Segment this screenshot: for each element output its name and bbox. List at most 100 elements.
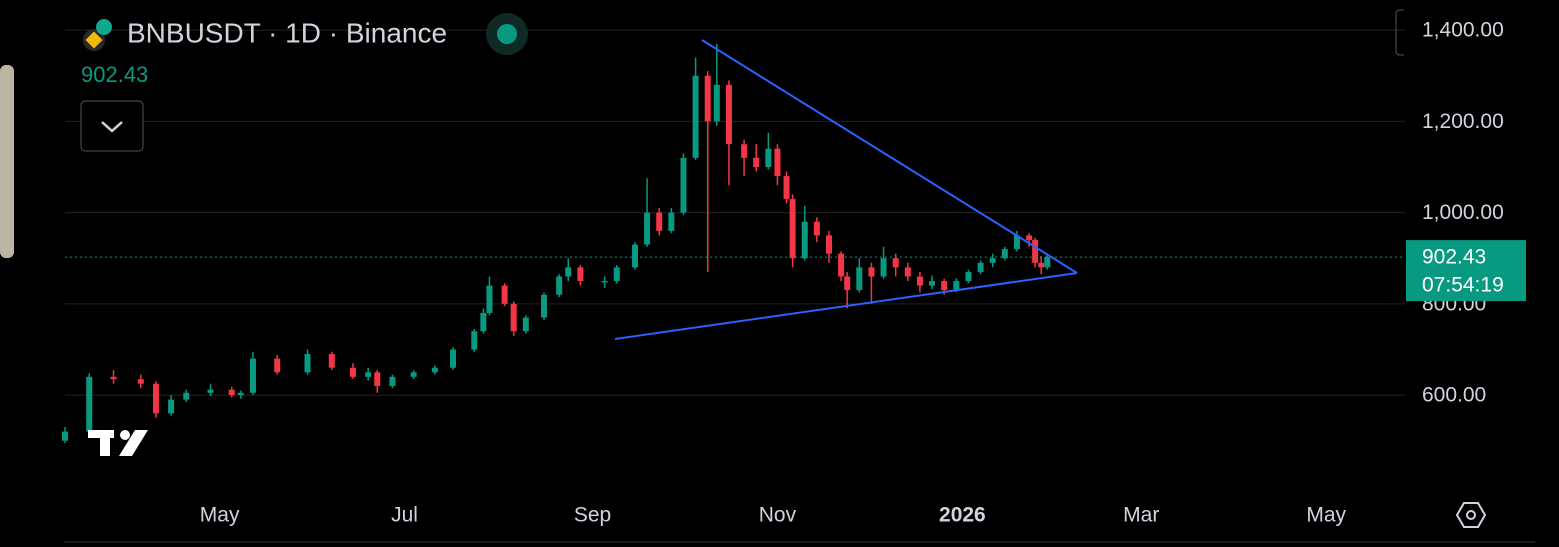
y-tick-label: 1,000.00 bbox=[1422, 201, 1504, 224]
candle-body bbox=[431, 367, 438, 373]
candle-body bbox=[613, 267, 620, 282]
candle-body bbox=[556, 276, 563, 295]
candle-body bbox=[789, 198, 796, 259]
candle-body bbox=[713, 84, 720, 122]
candle-body bbox=[350, 367, 357, 377]
candle-body bbox=[929, 281, 936, 286]
x-tick-label: May bbox=[200, 504, 240, 527]
candle-body bbox=[977, 262, 984, 272]
x-tick-label: May bbox=[1306, 504, 1346, 527]
candle-body bbox=[916, 276, 923, 286]
candle-body bbox=[486, 285, 493, 313]
chart-title: BNBUSDT · 1D · Binance bbox=[127, 17, 447, 48]
candle-body bbox=[953, 281, 960, 291]
top-right-control[interactable] bbox=[1395, 9, 1404, 56]
candle-body bbox=[656, 212, 663, 231]
chevron-icon bbox=[101, 121, 123, 133]
settings-icon[interactable] bbox=[1455, 502, 1487, 528]
candle-body bbox=[249, 358, 256, 393]
candle-body bbox=[644, 212, 651, 245]
x-tick-label: Nov bbox=[759, 504, 797, 527]
symbol-icon-badge bbox=[96, 19, 112, 35]
candle-body bbox=[1026, 235, 1033, 240]
candle-body bbox=[825, 235, 832, 254]
symbol-icon-logo bbox=[85, 31, 103, 49]
candle-body bbox=[753, 157, 760, 167]
tradingview-logo bbox=[88, 430, 148, 456]
candle-body bbox=[892, 258, 899, 268]
candle-body bbox=[680, 157, 687, 213]
candle-body bbox=[228, 389, 235, 396]
last-price-badge bbox=[1406, 240, 1526, 302]
candle-body bbox=[965, 271, 972, 282]
y-tick-label: 600.00 bbox=[1422, 384, 1486, 407]
candle-body bbox=[725, 84, 732, 145]
candle-body bbox=[62, 431, 68, 441]
candle-body bbox=[601, 281, 608, 283]
candle-body bbox=[274, 358, 281, 373]
candle-body bbox=[168, 399, 175, 414]
x-tick-label: 2026 bbox=[939, 504, 986, 527]
candle-body bbox=[765, 148, 772, 167]
candle-body bbox=[941, 281, 948, 291]
candle-body bbox=[522, 317, 529, 332]
candle-body bbox=[692, 75, 699, 158]
trend-line-lower bbox=[614, 272, 1078, 340]
trend-line-upper bbox=[701, 39, 1078, 274]
candle-body bbox=[450, 349, 457, 368]
candle-body bbox=[783, 176, 790, 199]
x-tick-label: Jul bbox=[391, 504, 418, 527]
candle-body bbox=[374, 372, 381, 386]
x-tick-label: Mar bbox=[1123, 504, 1159, 527]
candle-body bbox=[207, 389, 214, 393]
candle-body bbox=[856, 267, 863, 291]
candle-body bbox=[1044, 257, 1051, 268]
candle-body bbox=[501, 285, 508, 304]
candle-body bbox=[774, 148, 781, 177]
candle-body bbox=[565, 267, 572, 277]
candle-body bbox=[631, 244, 638, 268]
candles bbox=[62, 43, 1051, 444]
header-price: 902.43 bbox=[81, 62, 148, 87]
countdown-label: 07:54:19 bbox=[1422, 274, 1504, 297]
candle-body bbox=[704, 75, 711, 122]
candle-body bbox=[237, 392, 244, 396]
candle-body bbox=[365, 372, 372, 377]
candle-body bbox=[868, 267, 875, 277]
x-tick-label: Sep bbox=[574, 504, 611, 527]
y-tick-label: 1,400.00 bbox=[1422, 19, 1504, 42]
candle-body bbox=[904, 267, 911, 277]
candle-body bbox=[541, 294, 548, 318]
candle-body bbox=[510, 303, 517, 332]
candle-body bbox=[1038, 262, 1045, 268]
candle-body bbox=[577, 267, 584, 282]
candle-body bbox=[471, 331, 478, 350]
collapse-button[interactable] bbox=[80, 100, 144, 152]
candle-body bbox=[668, 212, 675, 231]
candle-body bbox=[183, 392, 190, 400]
candle-body bbox=[304, 354, 311, 373]
candle-body bbox=[741, 144, 748, 158]
candle-body bbox=[1013, 235, 1020, 250]
candle-body bbox=[410, 372, 417, 377]
status-dot bbox=[497, 24, 517, 44]
grid bbox=[65, 29, 1405, 396]
candle-body bbox=[1032, 239, 1039, 263]
candle-body bbox=[328, 354, 335, 368]
candle-body bbox=[1001, 249, 1008, 259]
candle-body bbox=[813, 221, 820, 236]
candle-body bbox=[844, 276, 851, 291]
candle-body bbox=[989, 258, 996, 263]
candle-body bbox=[137, 379, 144, 384]
candle-body bbox=[389, 376, 396, 386]
candle-body bbox=[152, 383, 159, 414]
candle-body bbox=[880, 258, 887, 277]
side-tab[interactable] bbox=[0, 65, 14, 258]
candle-body bbox=[480, 312, 487, 332]
candle-body bbox=[838, 253, 845, 277]
y-tick-label: 1,200.00 bbox=[1422, 110, 1504, 133]
